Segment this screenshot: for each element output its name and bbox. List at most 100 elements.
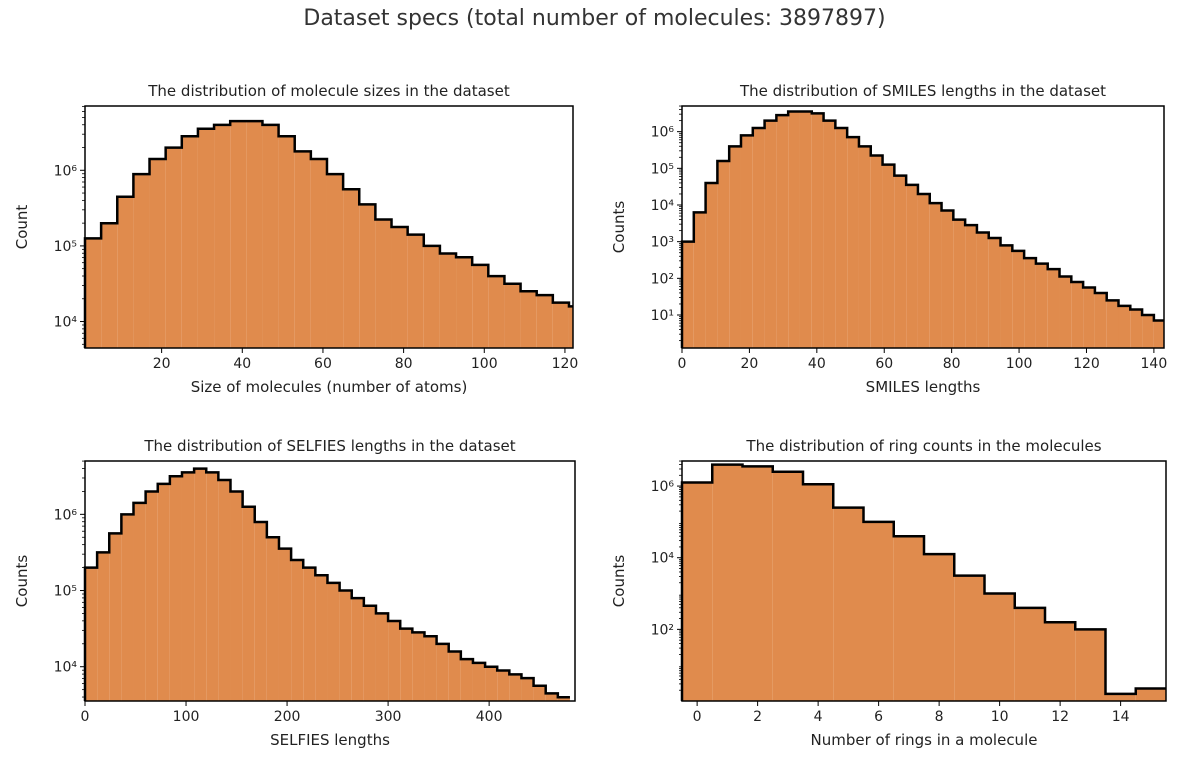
chart-panel-selfies-lengths: The distribution of SELFIES lengths in t… <box>13 437 576 749</box>
chart-0-bar <box>359 204 376 348</box>
chart-2-bar <box>145 491 158 701</box>
chart-0-bar <box>181 136 198 348</box>
chart-1-bar <box>811 113 824 348</box>
chart-1-xtick-label: 60 <box>875 356 893 372</box>
chart-2-bar <box>157 483 170 701</box>
chart-0-bar <box>552 302 569 348</box>
chart-panel-ring-counts: The distribution of ring counts in the m… <box>610 437 1167 749</box>
chart-3-bar <box>833 507 864 701</box>
chart-2-bars <box>85 468 570 701</box>
chart-2-bar <box>521 678 534 701</box>
chart-3-ytick-label: 10² <box>651 622 674 638</box>
chart-0-xlabel: Size of molecules (number of atoms) <box>191 378 468 396</box>
chart-1-bar <box>976 232 989 348</box>
chart-0-bar <box>246 121 263 348</box>
chart-2-bar <box>327 582 340 701</box>
chart-2-bar <box>291 560 304 701</box>
chart-2-xlabel: SELFIES lengths <box>270 731 390 749</box>
chart-2-bar <box>472 662 486 701</box>
chart-1-bar <box>705 183 718 348</box>
chart-1-bar <box>740 135 753 348</box>
chart-3-bar <box>1075 629 1106 701</box>
chart-3-bar <box>984 593 1015 701</box>
chart-1-xtick-label: 20 <box>740 356 758 372</box>
chart-2-xtick-label: 400 <box>476 709 503 725</box>
chart-1-bar <box>717 161 730 348</box>
chart-1-bar <box>799 111 812 348</box>
chart-1-bar <box>965 225 977 348</box>
chart-0-bar <box>343 189 360 348</box>
chart-1-bar <box>682 241 694 348</box>
chart-3-bar <box>1045 622 1076 701</box>
chart-3-bar <box>924 554 955 701</box>
chart-3-bar <box>742 466 773 701</box>
chart-1-bar <box>929 203 942 348</box>
chart-0-bar <box>439 253 457 348</box>
chart-0-bar <box>536 295 553 348</box>
figure-suptitle: Dataset specs (total number of molecules… <box>303 6 886 31</box>
chart-2-xtick-label: 200 <box>274 709 301 725</box>
chart-1-xtick-label: 80 <box>943 356 961 372</box>
chart-1-xtick-label: 0 <box>678 356 687 372</box>
chart-1-bar <box>823 120 836 348</box>
chart-2-bar <box>363 605 376 701</box>
chart-0-bar <box>101 223 118 348</box>
chart-2-bar <box>242 506 255 701</box>
chart-3-xtick-label: 6 <box>874 709 883 725</box>
chart-0-bar <box>85 238 102 348</box>
chart-0-ylabel: Count <box>13 205 31 250</box>
chart-2-bar <box>351 598 364 701</box>
chart-3-bar <box>1135 688 1166 701</box>
chart-1-bar <box>835 128 848 348</box>
chart-1-bar <box>693 212 706 348</box>
chart-1-bar <box>1059 276 1072 348</box>
chart-0-xtick-label: 100 <box>471 356 498 372</box>
chart-0-bar <box>230 121 247 348</box>
chart-3-xlabel: Number of rings in a molecule <box>811 731 1038 749</box>
chart-2-step-outline <box>83 467 570 701</box>
chart-3-bar <box>682 482 713 701</box>
chart-panel-smiles-lengths: The distribution of SMILES lengths in th… <box>610 82 1168 396</box>
chart-1-bar <box>870 155 883 348</box>
chart-1-bar <box>1035 263 1048 348</box>
chart-2-bar <box>266 537 279 701</box>
chart-2-bar <box>400 628 413 701</box>
chart-2-ytick-label: 10⁴ <box>54 660 78 676</box>
chart-0-step-outline <box>83 119 573 348</box>
chart-3-ylabel: Counts <box>610 555 628 608</box>
chart-0-bar <box>326 174 344 348</box>
chart-2-bar <box>303 567 316 701</box>
chart-2-bar <box>497 670 510 701</box>
chart-1-ytick-label: 10² <box>651 271 674 287</box>
chart-3-xtick-label: 12 <box>1051 709 1069 725</box>
chart-0-bar <box>520 291 537 348</box>
chart-3-step-outline <box>680 463 1166 701</box>
chart-1-ytick-label: 10⁵ <box>651 161 674 177</box>
chart-2-bar <box>218 480 231 701</box>
chart-2-bar <box>509 674 522 701</box>
chart-2-bar <box>315 575 328 701</box>
chart-1-ytick-label: 10³ <box>651 235 674 251</box>
chart-2-xtick-label: 0 <box>81 709 90 725</box>
chart-1-bar <box>894 175 907 348</box>
chart-3-axes-frame <box>681 460 1167 702</box>
chart-0-bar <box>165 147 182 348</box>
chart-1-xtick-label: 140 <box>1141 356 1168 372</box>
chart-1-axes-frame <box>681 105 1165 349</box>
chart-2-bar <box>545 693 558 701</box>
chart-1-bar <box>1106 300 1119 348</box>
chart-1-xlabel: SMILES lengths <box>866 378 981 396</box>
chart-0-axes-frame <box>84 105 574 349</box>
chart-2-bar <box>206 472 219 701</box>
chart-0-bar <box>262 124 279 348</box>
chart-0-xtick-label: 40 <box>233 356 251 372</box>
chart-2-bar <box>254 521 267 701</box>
chart-0-bar <box>375 219 392 348</box>
chart-1-ylabel: Counts <box>610 201 628 254</box>
chart-3-xtick-label: 8 <box>935 709 944 725</box>
chart-2-bar <box>169 476 182 701</box>
chart-0-ytick-label: 10⁴ <box>54 315 78 331</box>
chart-0-bars <box>85 121 573 348</box>
chart-2-xtick-label: 300 <box>375 709 402 725</box>
chart-2-bar <box>194 468 207 701</box>
